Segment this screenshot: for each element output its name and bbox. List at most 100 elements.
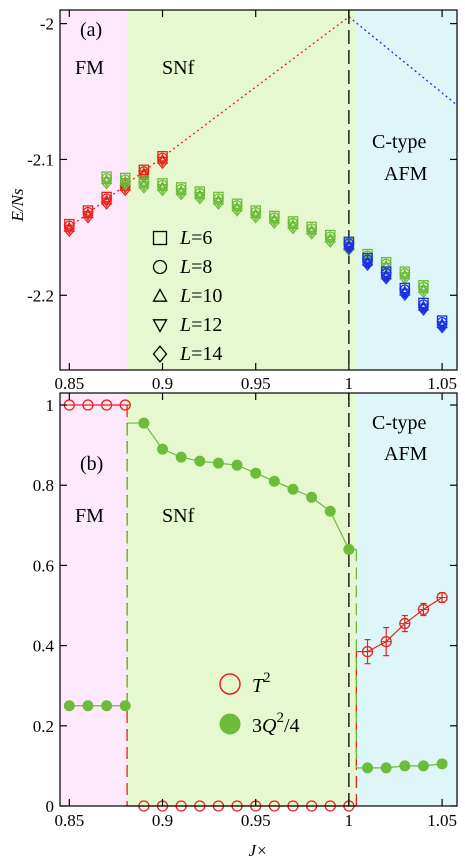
point-a-green-17-diamond	[418, 285, 429, 299]
point-b-1-1-10	[324, 505, 336, 517]
legend-label-a-2: L=10	[179, 285, 222, 307]
y-tick-label-b-5: 1	[46, 396, 55, 415]
point-a-green-2-diamond	[138, 180, 150, 194]
point-b-1-2-2	[399, 760, 411, 772]
point-b-1-1-6	[250, 467, 262, 479]
y-tick-label-b-0: 0	[46, 797, 55, 816]
point-a-blue-0-diamond	[343, 241, 355, 255]
point-a-green-8-diamond	[250, 210, 262, 224]
y-tick-label-b-2: 0.4	[33, 637, 55, 656]
point-a-green-8	[249, 205, 262, 224]
point-a-blue-3	[399, 282, 411, 301]
region-afm-label-a-1: C-type	[372, 131, 427, 153]
point-a-green-5-diamond	[194, 191, 206, 205]
region-bg-b-2	[356, 393, 457, 806]
legend-a: L=6 L=8 L=10 L=12 L=14	[152, 227, 222, 365]
point-a-blue-1	[361, 252, 374, 272]
point-b-1-2-1	[380, 762, 392, 774]
panel-a-frame	[59, 9, 458, 371]
point-b-1-1-0	[138, 417, 150, 429]
y-tick-label-a-0: -2	[40, 15, 54, 34]
legend-label-a-1: L=8	[179, 256, 212, 278]
legend-label-b-0: T2	[252, 670, 271, 697]
point-a-green-13-diamond	[343, 243, 355, 257]
point-a-blue-2-diamond	[380, 271, 392, 285]
legend-marker-a-3	[152, 319, 168, 333]
panel-a: 0.85 0.9 0.95 1 1.05 -2 -2.1 -2.2 (a) FM SNf C-…	[8, 9, 458, 393]
point-a-blue-3-diamond	[399, 287, 411, 301]
x-tick-label-a-0: 0.85	[54, 374, 84, 393]
y-tick-label-b-3: 0.6	[33, 556, 54, 575]
region-bg-b-1	[127, 393, 357, 806]
region-snf-label-b: SNf	[162, 505, 195, 527]
legend-label-a-3: L=12	[179, 314, 222, 336]
region-afm-label-b-1: C-type	[372, 412, 427, 434]
x-tick-label-a-1: 0.9	[152, 374, 173, 393]
x-tick-label-b-0: 0.85	[54, 811, 84, 830]
legend-marker-a-4	[152, 345, 168, 363]
region-fm-label-a: FM	[75, 57, 104, 79]
point-a-red-2-diamond	[101, 196, 113, 210]
point-a-green-7	[231, 198, 243, 217]
panel-b-frame	[59, 392, 458, 807]
point-a-green-11-diamond	[306, 226, 318, 240]
point-b-1-0-3	[119, 700, 131, 712]
legend-label-b-1: 3Q2/4	[252, 710, 300, 737]
point-b-1-2-4	[436, 758, 448, 770]
region-bg-a-0	[60, 10, 128, 370]
y-tick-label-a-1: -2.1	[27, 150, 54, 169]
point-a-red-3-diamond	[119, 183, 131, 197]
point-a-green-12	[324, 229, 336, 248]
point-a-green-2	[138, 175, 150, 194]
point-a-blue-1-diamond	[362, 257, 373, 272]
point-a-green-6-diamond	[212, 196, 224, 210]
point-a-green-4-diamond	[175, 187, 187, 201]
point-b-1-1-9	[306, 491, 318, 503]
point-b-1-1-2	[175, 451, 187, 463]
region-fm-label-b: FM	[75, 505, 104, 527]
x-tick-label-b-3: 1	[345, 811, 354, 830]
region-afm-label-b-2: AFM	[384, 443, 428, 465]
point-b-1-1-7	[268, 475, 280, 487]
point-a-green-17	[417, 280, 430, 299]
point-a-green-10-diamond	[287, 221, 299, 235]
y-tick-label-a-2: -2.2	[27, 286, 54, 305]
point-a-green-11	[305, 221, 318, 240]
point-a-blue-fill-2	[383, 275, 390, 282]
legend-marker-a-1	[152, 259, 168, 275]
panel-b: 0.85 0.9 0.95 1 1.05 0 0.2 0.4 0.6 0.8 1 (b) FM SN…	[33, 392, 458, 830]
legend-marker-a-2	[152, 288, 168, 302]
legend-b: T2 3Q2/4	[219, 670, 300, 737]
point-a-red-5-diamond	[157, 156, 168, 170]
y-axis-label-a: E/Ns	[8, 188, 27, 222]
panel-a-label: (a)	[80, 19, 102, 41]
point-a-green-4	[175, 182, 187, 201]
point-b-1-1-1	[157, 443, 169, 455]
point-b-1-1-4	[212, 457, 224, 469]
point-a-green-3	[156, 178, 169, 197]
point-a-blue-5	[436, 315, 448, 334]
point-b-1-1-11	[343, 543, 355, 555]
x-tick-label-b-2: 0.95	[241, 811, 271, 830]
point-a-red-5	[156, 150, 169, 170]
x-tick-label-a-4: 1.05	[427, 374, 457, 393]
point-a-blue-fill-4	[420, 307, 427, 314]
point-a-red-0	[63, 218, 76, 238]
legend-label-a-0: L=6	[179, 227, 212, 249]
point-a-green-12-diamond	[324, 234, 336, 248]
point-a-blue-0	[343, 236, 355, 255]
point-a-blue-4-diamond	[418, 302, 429, 316]
point-a-red-0-diamond	[63, 224, 75, 238]
x-axis-label: J×	[248, 841, 267, 860]
point-a-blue-fill-5	[439, 324, 446, 331]
legend-marker-b-0	[219, 673, 241, 695]
point-a-green-3-diamond	[157, 183, 168, 197]
point-a-blue-fill-0	[345, 246, 352, 253]
point-a-green-7-diamond	[231, 203, 243, 217]
point-b-1-2-3	[417, 760, 429, 772]
point-b-1-0-0	[63, 700, 75, 712]
point-a-green-0	[100, 171, 113, 190]
guide-line-1	[348, 16, 458, 106]
point-b-1-2-0	[362, 762, 374, 774]
